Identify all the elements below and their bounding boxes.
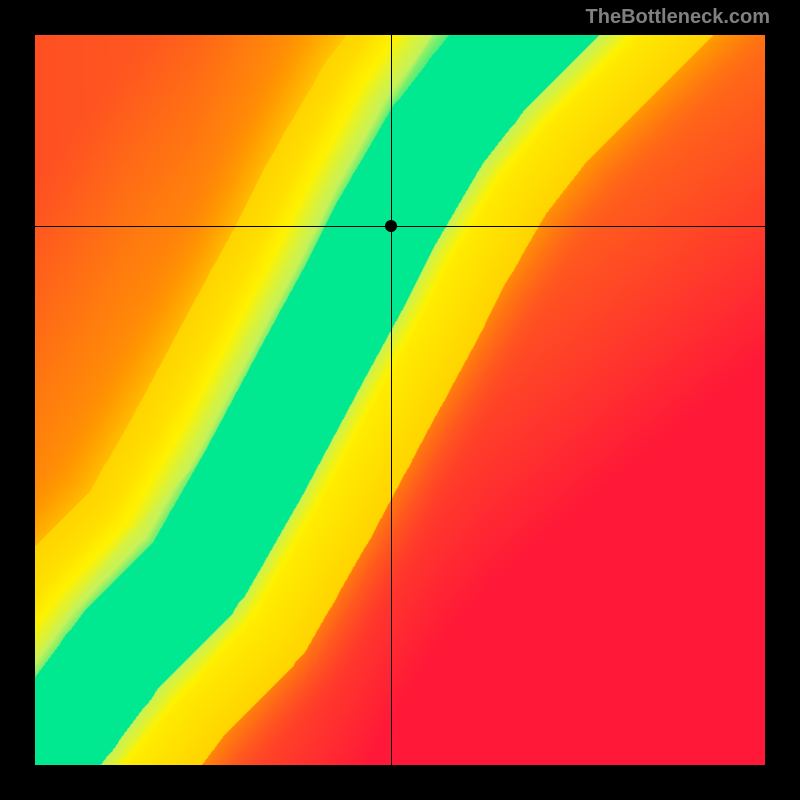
crosshair-vertical (391, 35, 392, 765)
plot-area (35, 35, 765, 765)
heatmap-canvas (35, 35, 765, 765)
crosshair-horizontal (35, 226, 765, 227)
marker-dot (385, 220, 397, 232)
watermark-text: TheBottleneck.com (586, 6, 770, 29)
